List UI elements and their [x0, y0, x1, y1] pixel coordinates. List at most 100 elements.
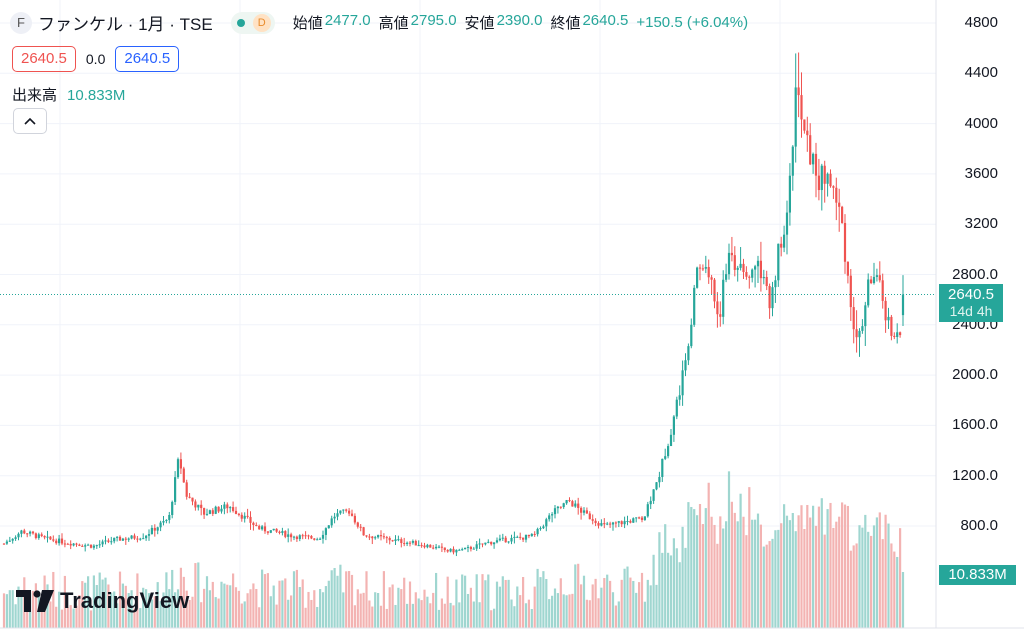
candle-body [638, 517, 641, 519]
volume-bar [84, 582, 87, 628]
volume-bar [182, 576, 185, 628]
candle-body [809, 135, 812, 165]
candle-body [803, 119, 806, 131]
buy-button[interactable]: 2640.5 [115, 46, 180, 72]
price-axis-label: 2800.0 [952, 265, 998, 283]
volume-bar [487, 574, 490, 628]
tradingview-logo[interactable]: TradingView [16, 588, 189, 614]
volume-bar [872, 525, 876, 628]
candle-body [574, 503, 577, 507]
candle-body [17, 533, 20, 538]
volume-bar [188, 599, 191, 628]
candle-body [348, 510, 351, 514]
volume-bar [116, 603, 119, 628]
volume-bar [11, 590, 14, 628]
logo-text: TradingView [60, 588, 190, 613]
candle-body [629, 520, 632, 523]
volume-bar [284, 578, 287, 628]
volume-bar [800, 505, 803, 628]
candle-body [643, 516, 646, 520]
volume-bar [864, 514, 867, 628]
candle-body [849, 275, 852, 308]
volume-bar [142, 587, 145, 628]
volume-bar [324, 586, 327, 628]
candle-body [269, 530, 272, 533]
volume-bar [272, 585, 275, 628]
symbol-title[interactable]: ファンケル · 1月 · TSE [38, 15, 213, 34]
candle-body [551, 514, 554, 516]
candle-body [771, 287, 774, 309]
candle-body [725, 274, 728, 280]
candle-body [887, 316, 890, 321]
volume-bar [449, 602, 452, 628]
candle-body [208, 510, 211, 514]
candle-body [43, 535, 46, 538]
candle-body [420, 545, 423, 547]
candle-body [275, 528, 278, 532]
volume-bar [133, 608, 136, 628]
volume-bar [603, 578, 606, 628]
volume-bar [722, 528, 725, 628]
volume-bar [788, 520, 791, 628]
candle-body [780, 243, 783, 248]
spread-value: 0.0 [85, 51, 106, 67]
volume-bar [295, 569, 298, 628]
volume-bar [513, 606, 516, 628]
volume-bar [580, 584, 583, 628]
volume-bar [582, 575, 586, 628]
candle-body [855, 329, 858, 338]
candle-body [287, 534, 290, 537]
symbol-legend: F ファンケル · 1月 · TSE D 始値 2477.0 高値 2795.0 安値 2… [10, 10, 748, 35]
volume-bar [359, 593, 362, 628]
collapse-legend-button[interactable] [13, 108, 47, 134]
candle-body [168, 515, 171, 520]
candle-body [588, 513, 591, 520]
volume-bar [704, 508, 707, 628]
candle-body [548, 515, 551, 520]
candle-body [246, 515, 249, 517]
candle-body [281, 531, 284, 533]
candle-body [791, 146, 794, 176]
volume-bar [101, 579, 104, 628]
candle-body [435, 546, 438, 549]
candle-body [524, 534, 528, 540]
candle-body [870, 279, 873, 284]
volume-bar [626, 566, 629, 628]
candle-body [646, 504, 649, 517]
volume-bar [571, 593, 574, 628]
candle-body [800, 95, 803, 120]
candle-body [890, 316, 893, 336]
volume-bar [136, 573, 139, 628]
candle-body [556, 506, 559, 509]
volume-bar [458, 602, 461, 628]
candle-body [559, 506, 562, 508]
volume-bar [20, 590, 23, 628]
volume-bar [5, 594, 8, 628]
candle-body [20, 530, 23, 534]
volume-bar [777, 529, 780, 628]
volume-bar [707, 482, 710, 628]
volume-bar [481, 574, 484, 628]
volume-bar [495, 581, 499, 628]
candle-body [878, 275, 881, 281]
volume-bar [292, 571, 296, 628]
volume-bar [843, 504, 847, 628]
volume-bar [156, 582, 159, 628]
sell-button[interactable]: 2640.5 [12, 46, 76, 72]
candle-body [408, 542, 412, 544]
candle-body [710, 277, 713, 280]
candle-body [443, 547, 446, 550]
candle-body [707, 266, 710, 278]
volume-bar [562, 594, 565, 628]
volume-bar [394, 604, 397, 628]
market-status[interactable]: D [230, 11, 275, 34]
volume-bar [278, 580, 281, 628]
candle-body [667, 446, 670, 457]
candle-body [858, 330, 861, 338]
candle-body [632, 518, 635, 523]
candle-body [783, 234, 786, 248]
candle-body [736, 267, 739, 270]
candle-body [156, 527, 159, 531]
price-change: +150.5 (+6.04%) [636, 14, 749, 31]
